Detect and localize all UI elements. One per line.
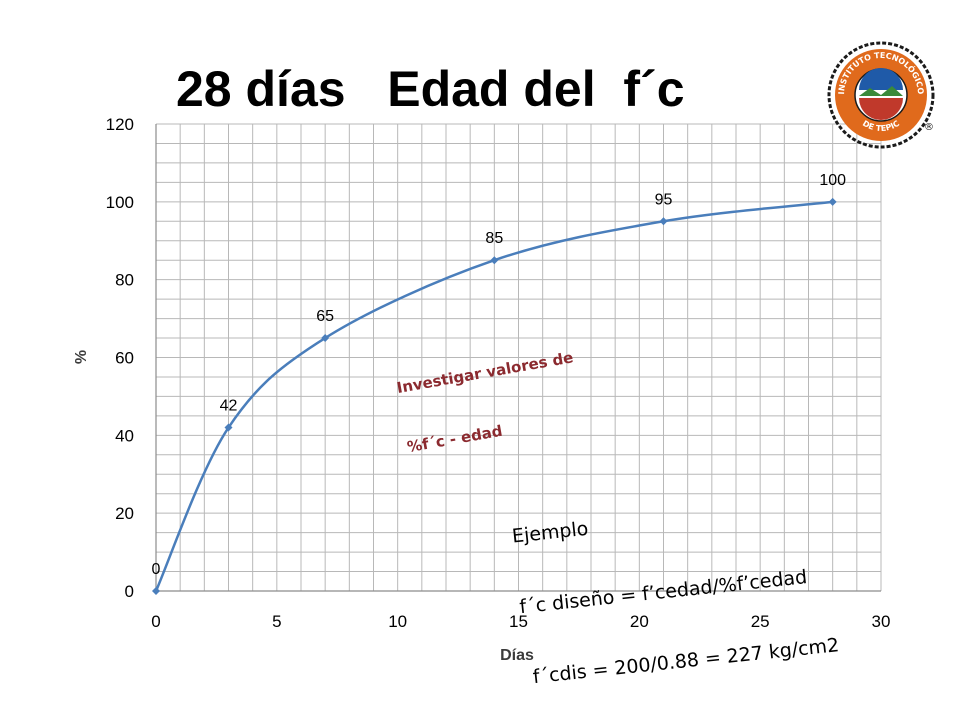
- data-labels: 0 42 65 85 95 100: [152, 172, 847, 578]
- data-point: [828, 197, 837, 206]
- annotation-ejemplo-formula: f´c diseño = f’cedad/%f’cedad: [518, 565, 809, 618]
- data-points: [152, 197, 837, 595]
- data-label: 65: [316, 308, 334, 325]
- data-point: [659, 217, 668, 226]
- data-point: [152, 587, 160, 595]
- data-point: [224, 423, 233, 432]
- logo-outer-ring: [827, 41, 935, 149]
- logo-text-bottom: DE TEPIC: [861, 119, 901, 133]
- data-label: 100: [819, 172, 846, 189]
- x-tick-label: 0: [151, 612, 160, 631]
- y-tick-label: 20: [115, 504, 134, 523]
- x-axis-title: Días: [500, 647, 534, 664]
- annotation-ejemplo-result: f´cdis = 200/0.88 = 227 kg/cm2: [525, 634, 841, 689]
- annotation-investigar-line-1: Investigar valores de: [395, 347, 575, 397]
- slide-title: 28 días Edad del f´c: [176, 61, 685, 117]
- logo-field: [859, 98, 903, 120]
- y-tick-label: 80: [115, 271, 134, 290]
- data-point: [321, 334, 330, 343]
- y-tick-label: 0: [125, 582, 134, 601]
- x-tick-label: 20: [630, 612, 649, 631]
- annotation-ejemplo-heading: Ejemplo: [510, 517, 590, 548]
- data-label: 95: [655, 191, 673, 208]
- x-tick-label: 15: [509, 612, 528, 631]
- y-tick-label: 60: [115, 349, 134, 368]
- x-tick-label: 30: [872, 612, 891, 631]
- logo-text-bottom-path: DE TEPIC: [861, 119, 901, 133]
- x-tick-label: 25: [751, 612, 770, 631]
- x-tick-label: 10: [388, 612, 407, 631]
- y-tick-label: 40: [115, 426, 134, 445]
- x-tick-label: 5: [272, 612, 281, 631]
- logo-sky: [859, 68, 903, 90]
- data-label: 85: [485, 230, 503, 247]
- logo-hills: [859, 86, 903, 96]
- logo-registered-mark: ®: [924, 122, 934, 133]
- data-label: 0: [152, 561, 161, 578]
- institute-logo: INSTITUTO TECNOLÓGICO DE TEPIC ®: [827, 41, 935, 149]
- y-axis-title: %: [73, 350, 90, 364]
- y-tick-label: 120: [106, 115, 134, 134]
- data-label: 42: [220, 398, 238, 415]
- series-line-layer: [154, 200, 833, 592]
- data-point: [490, 256, 499, 265]
- annotation-ejemplo: Ejemplo f´c diseño = f’cedad/%f’cedad f´…: [506, 445, 843, 714]
- axes: 0 5 10 15 20 25 30 0 20 40 60 80 100 120: [106, 115, 891, 631]
- annotation-investigar-line-2: %f´c - edad: [405, 421, 504, 457]
- y-tick-label: 100: [106, 193, 134, 212]
- series-line: [154, 200, 833, 592]
